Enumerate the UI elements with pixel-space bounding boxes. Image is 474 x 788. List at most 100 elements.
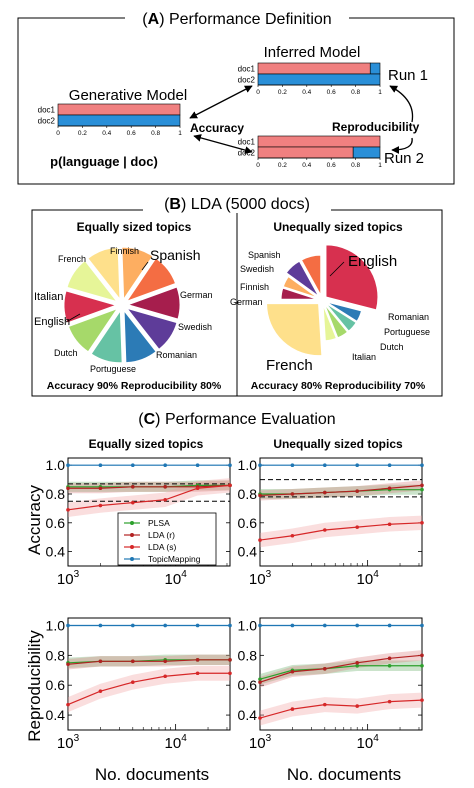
pie-slice-german: [280, 287, 318, 300]
point-topicmapping-5: [420, 463, 424, 468]
point-lda-r--5: [420, 483, 424, 488]
pie-slice-english: [325, 244, 379, 311]
pie-left-label-finnish: Finnish: [110, 246, 139, 256]
run1-tick-0.8: 0.8: [351, 89, 360, 96]
run1-tick-0.2: 0.2: [278, 89, 287, 96]
pie-right-label-french: French: [266, 357, 313, 374]
point-lda-r--2: [323, 490, 327, 495]
point-lda-s--4: [195, 671, 200, 676]
point-lda-r--4: [195, 658, 200, 662]
point-lda-r--2: [131, 485, 135, 489]
point-lda-r--3: [163, 659, 167, 664]
xtick-10e3: 103: [249, 569, 272, 588]
point-lda-s--0: [66, 702, 70, 707]
ylabel-accuracy: Accuracy: [25, 485, 44, 555]
point-lda-r--3: [163, 485, 167, 489]
pie-right-label-spanish: Spanish: [248, 250, 281, 260]
inferred-model-label: Inferred Model: [264, 44, 361, 61]
point-lda-r--4: [387, 486, 392, 491]
xtick-10e4: 104: [165, 569, 188, 588]
pie-slice-finnish: [121, 246, 154, 301]
line-chart-accuracy-unequal: 0.4 0.6 0.8 1.0 103 104: [238, 457, 424, 588]
legend-entry-0: PLSA: [148, 518, 170, 528]
point-topicmapping-3: [163, 623, 167, 628]
run2-tick-0.2: 0.2: [278, 162, 287, 169]
ytick-1.0: 1.0: [46, 617, 66, 633]
pie-right-label-dutch: Dutch: [380, 342, 404, 352]
pie-slice-italian: [66, 259, 119, 303]
point-lda-s--3: [163, 674, 167, 679]
generative-tick-0.8: 0.8: [151, 130, 160, 137]
pie-equal-topics: [63, 246, 181, 364]
ytick-0.6: 0.6: [238, 677, 258, 693]
band-lda-s-: [260, 515, 422, 548]
point-lda-s--5: [228, 671, 232, 676]
point-plsa-5: [420, 487, 424, 492]
run2-doc1-label: doc1: [238, 138, 256, 147]
point-lda-s--0: [258, 716, 262, 720]
point-lda-s--5: [228, 483, 232, 488]
run1-doc2-blue-bar: [257, 73, 381, 86]
generative-doc1-red-bar: [57, 103, 181, 116]
ytick-1.0: 1.0: [238, 457, 258, 473]
generative-doc2-label: doc2: [38, 117, 56, 126]
point-lda-r--0: [258, 493, 262, 498]
point-topicmapping-0: [258, 463, 262, 468]
point-lda-r--0: [258, 680, 262, 685]
series-line-lda-s-: [67, 484, 231, 511]
point-plsa-0: [258, 677, 262, 682]
ytick-0.8: 0.8: [238, 486, 258, 502]
run1-tick-0.4: 0.4: [302, 89, 311, 96]
reproducibility-arrow-run2: [391, 137, 413, 154]
point-lda-s--1: [290, 707, 295, 711]
point-lda-s--1: [290, 533, 295, 538]
xtick-10e4: 104: [357, 569, 380, 588]
pie-slice-swedish: [125, 307, 178, 351]
xtick-10e3: 103: [249, 733, 272, 752]
point-topicmapping-2: [131, 463, 135, 468]
pie-left-title: Equally sized topics: [77, 220, 192, 234]
panel-a-title: (A) Performance Definition: [142, 11, 331, 28]
p-language-doc-label: p(language | doc): [50, 154, 158, 169]
point-lda-s--3: [163, 497, 167, 502]
point-topicmapping-2: [323, 623, 327, 628]
ytick-0.4: 0.4: [238, 544, 258, 560]
pie-slice-spanish: [300, 254, 322, 296]
accuracy-arrow-run1: [189, 85, 253, 119]
point-lda-s--2: [323, 528, 327, 532]
pie-slice-english: [63, 290, 118, 324]
point-lda-r--4: [387, 656, 392, 661]
point-lda-r--2: [323, 666, 327, 671]
run1-doc2-label: doc2: [238, 76, 256, 85]
point-lda-r--3: [355, 661, 360, 665]
pie-slice-dutch: [67, 307, 119, 353]
ytick-0.4: 0.4: [46, 707, 66, 723]
run2-doc1-red-bar: [257, 135, 381, 148]
point-topicmapping-3: [355, 623, 360, 628]
run1-tick-1: 1: [378, 89, 382, 96]
series-line-lda-s-: [259, 522, 423, 541]
pie-slice-finnish: [282, 275, 318, 299]
pie-left-label-portuguese: Portuguese: [90, 364, 136, 374]
pie-slice-romanian: [123, 309, 157, 364]
xlabel-left: No. documents: [95, 765, 209, 784]
accuracy-arrow-run2: [193, 134, 253, 154]
run1-doc1-red-bar: [257, 62, 371, 75]
legend-entry-2: LDA (s): [148, 542, 177, 552]
point-lda-r--0: [66, 486, 70, 491]
point-topicmapping-0: [66, 463, 70, 468]
reproducibility-arrow-run1: [389, 85, 414, 123]
point-lda-r--2: [131, 659, 135, 664]
point-lda-s--5: [420, 521, 424, 525]
ytick-0.8: 0.8: [238, 647, 258, 663]
point-topicmapping-1: [290, 463, 295, 468]
point-topicmapping-1: [290, 623, 295, 628]
legend-entry-3: TopicMapping: [148, 554, 201, 564]
pie-slice-dutch: [324, 303, 349, 339]
point-plsa-5: [420, 663, 424, 668]
xtick-10e4: 104: [165, 733, 188, 752]
pie-left-label-spanish: Spanish: [150, 247, 201, 263]
band-plsa: [260, 660, 422, 685]
pie-slice-swedish: [285, 260, 320, 297]
